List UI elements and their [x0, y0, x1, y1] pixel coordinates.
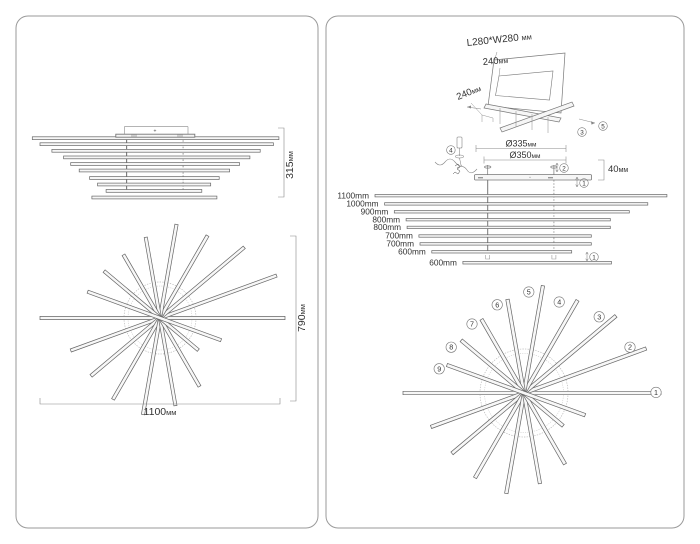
svg-text:7: 7 [470, 320, 474, 329]
svg-text:600mm: 600mm [398, 247, 426, 257]
svg-text:4: 4 [557, 298, 561, 307]
svg-text:600mm: 600mm [429, 257, 457, 267]
svg-text:40мм: 40мм [608, 164, 628, 175]
svg-text:240мм: 240мм [482, 55, 509, 68]
svg-text:1: 1 [654, 388, 658, 397]
svg-text:+: + [154, 129, 157, 135]
svg-text:4: 4 [449, 147, 453, 154]
svg-text:9: 9 [437, 364, 441, 373]
svg-text:1: 1 [582, 180, 586, 187]
svg-text:790мм: 790мм [296, 304, 308, 332]
svg-text:3: 3 [597, 312, 601, 321]
svg-text:Ø350мм: Ø350мм [510, 150, 542, 160]
svg-text:1: 1 [592, 254, 596, 261]
svg-text:8: 8 [449, 343, 453, 352]
svg-text:5: 5 [601, 123, 605, 130]
svg-text:3: 3 [580, 129, 584, 136]
svg-text:L280*W280 мм: L280*W280 мм [466, 31, 532, 49]
svg-text:5: 5 [527, 288, 531, 297]
svg-text:Ø335мм: Ø335мм [506, 139, 538, 149]
svg-text:6: 6 [495, 300, 499, 309]
svg-text:2: 2 [628, 343, 632, 352]
svg-text:1100мм: 1100мм [144, 406, 177, 418]
svg-text:315мм: 315мм [284, 151, 296, 179]
svg-text:2: 2 [562, 165, 566, 172]
svg-text:240мм: 240мм [455, 83, 483, 103]
